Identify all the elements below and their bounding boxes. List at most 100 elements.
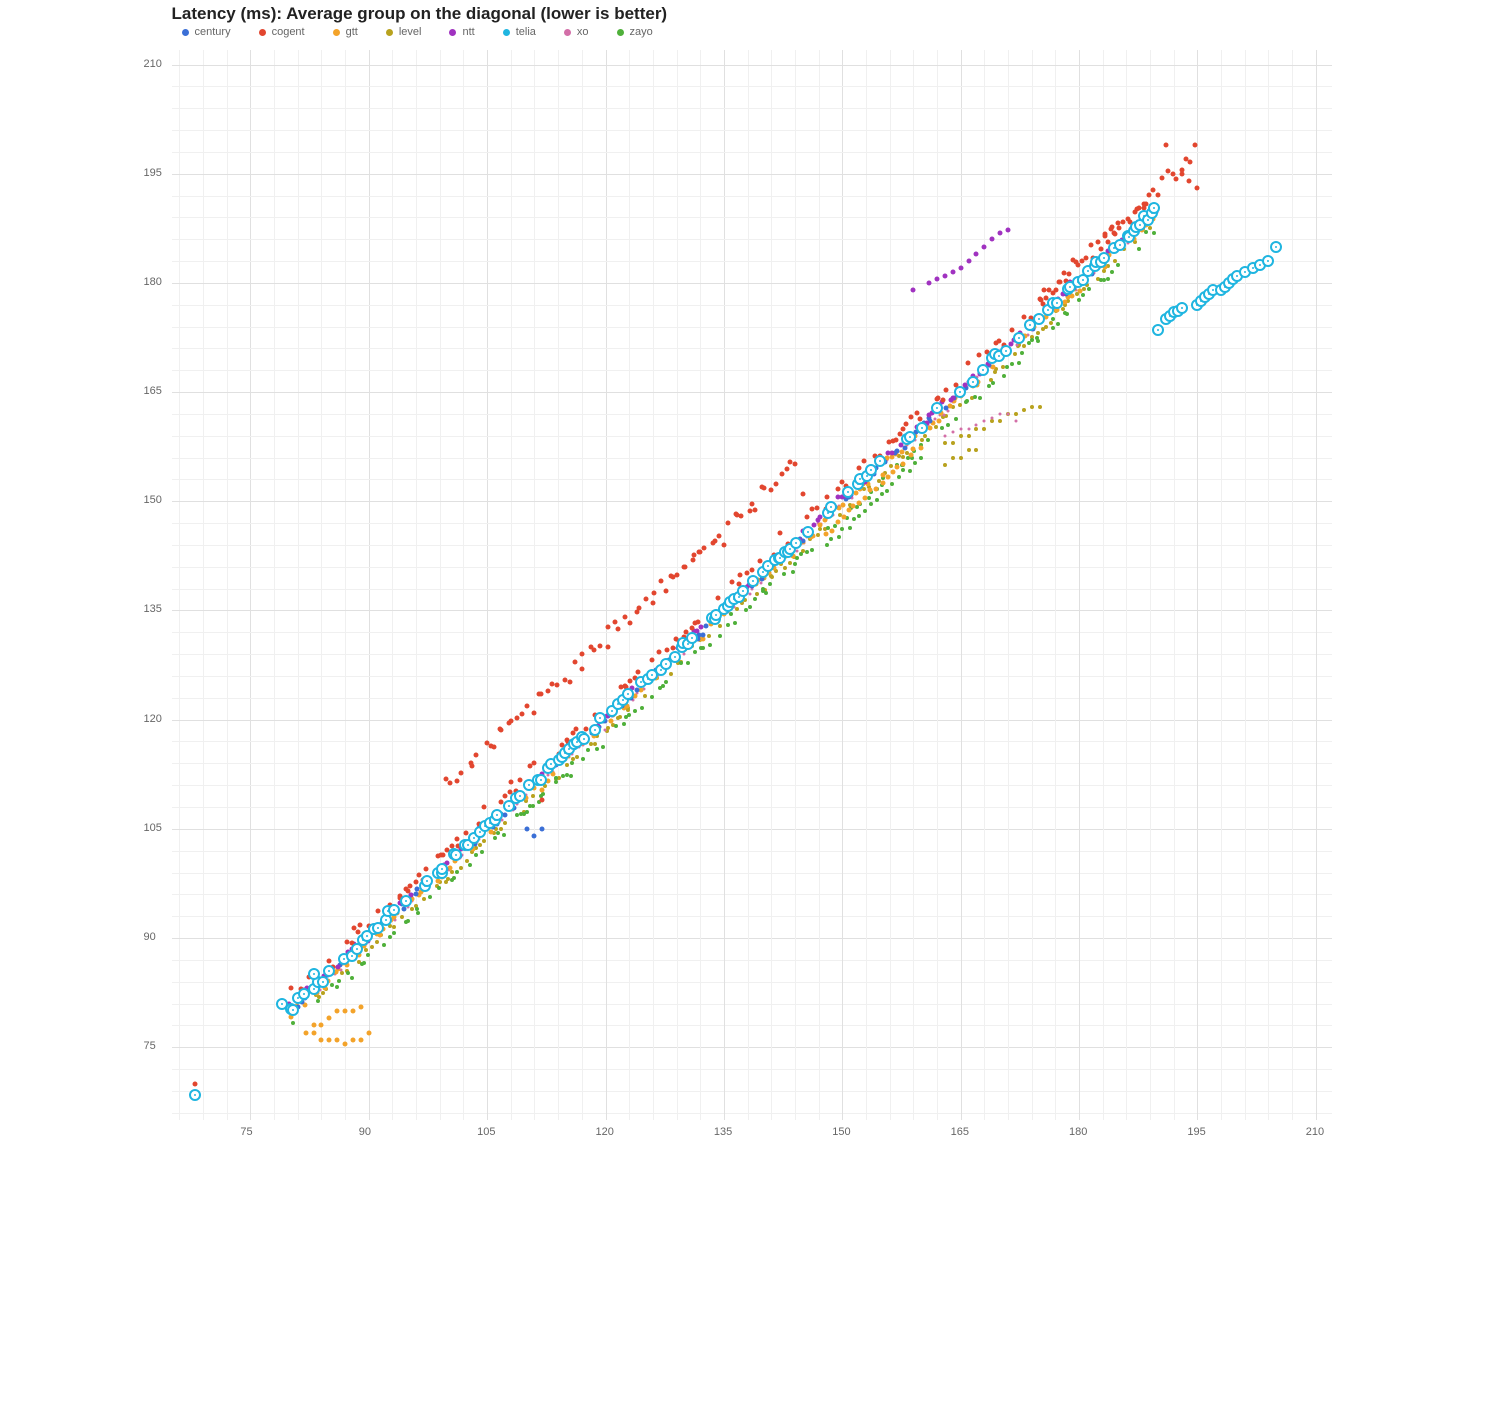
point-gtt [885,474,890,479]
grid-major-v [606,50,607,1120]
point-zayo [428,895,432,899]
grid-minor-h [172,86,1332,87]
point-level [478,843,482,847]
point-level [974,427,978,431]
point-cogent [777,530,782,535]
point-dot-icon [742,590,744,592]
point-dot-icon [998,355,1000,357]
point-zayo [570,761,574,765]
legend-item-level[interactable]: level [386,26,422,38]
y-tick-label: 165 [144,385,162,397]
point-dot-icon [496,814,498,816]
point-cogent [416,872,421,877]
point-cogent [825,495,830,500]
point-level [565,763,569,767]
point-level [1022,344,1026,348]
point-xo [983,420,986,423]
point-cogent [455,778,460,783]
point-cogent [651,591,656,596]
point-xo [603,728,606,731]
grid-minor-h [172,741,1332,742]
point-century [943,405,948,410]
point-cogent [1174,177,1179,182]
legend-item-ntt[interactable]: ntt [449,26,474,38]
legend-label: cogent [272,26,305,38]
point-level [735,607,739,611]
point-gtt [900,461,905,466]
point-gtt [847,508,852,513]
point-zayo [569,774,573,778]
legend-item-cogent[interactable]: cogent [259,26,305,38]
point-level [990,419,994,423]
point-level [958,403,962,407]
legend-item-zayo[interactable]: zayo [617,26,653,38]
point-cogent [940,398,945,403]
grid-minor-v [1221,50,1222,1120]
point-cogent [915,410,920,415]
point-zayo [554,780,558,784]
point-century [532,834,537,839]
legend-item-telia[interactable]: telia [503,26,536,38]
grid-minor-v [677,50,678,1120]
grid-major-v [961,50,962,1120]
point-telia [308,968,320,980]
grid-minor-v [1245,50,1246,1120]
y-tick-label: 195 [144,167,162,179]
point-zayo [805,550,809,554]
point-cogent [1150,188,1155,193]
point-dot-icon [455,854,457,856]
point-zayo [627,713,631,717]
grid-major-v [842,50,843,1120]
point-century [895,448,900,453]
point-zayo [693,650,697,654]
point-zayo [863,509,867,513]
legend-item-xo[interactable]: xo [564,26,589,38]
point-cogent [1163,142,1168,147]
point-level [998,419,1002,423]
legend-item-gtt[interactable]: gtt [333,26,358,38]
point-cogent [918,416,923,421]
point-cogent [696,619,701,624]
point-level [370,945,374,949]
grid-minor-h [172,807,1332,808]
point-cogent [682,564,687,569]
grid-major-v [1316,50,1317,1120]
point-zayo [474,853,478,857]
point-century [701,633,706,638]
point-zayo [468,863,472,867]
legend-item-century[interactable]: century [182,26,231,38]
point-cogent [1050,291,1055,296]
grid-minor-v [558,50,559,1120]
point-zayo [1152,231,1156,235]
point-dot-icon [1082,279,1084,281]
grid-minor-v [937,50,938,1120]
point-telia [1148,202,1160,214]
point-cogent [376,909,381,914]
point-cogent [327,958,332,963]
y-tick-label: 135 [144,603,162,615]
point-cogent [1193,143,1198,148]
point-cogent [857,466,862,471]
point-zayo [640,706,644,710]
point-dot-icon [789,548,791,550]
point-zayo [991,381,995,385]
point-zayo [1081,293,1085,297]
legend-swatch-icon [503,29,510,36]
point-cogent [413,880,418,885]
chart-legend: century cogent gtt level ntt telia xo zayo [182,26,653,38]
point-level [410,907,414,911]
point-zayo [908,469,912,473]
point-cogent [1147,193,1152,198]
grid-minor-v [1126,50,1127,1120]
point-ntt [982,244,987,249]
point-level [901,455,905,459]
point-gtt [851,504,856,509]
point-ntt [958,266,963,271]
point-dot-icon [1128,236,1130,238]
point-cogent [518,778,523,783]
grid-minor-v [440,50,441,1120]
point-zayo [1144,230,1148,234]
point-level [920,438,924,442]
point-telia [669,651,681,663]
point-telia [436,863,448,875]
